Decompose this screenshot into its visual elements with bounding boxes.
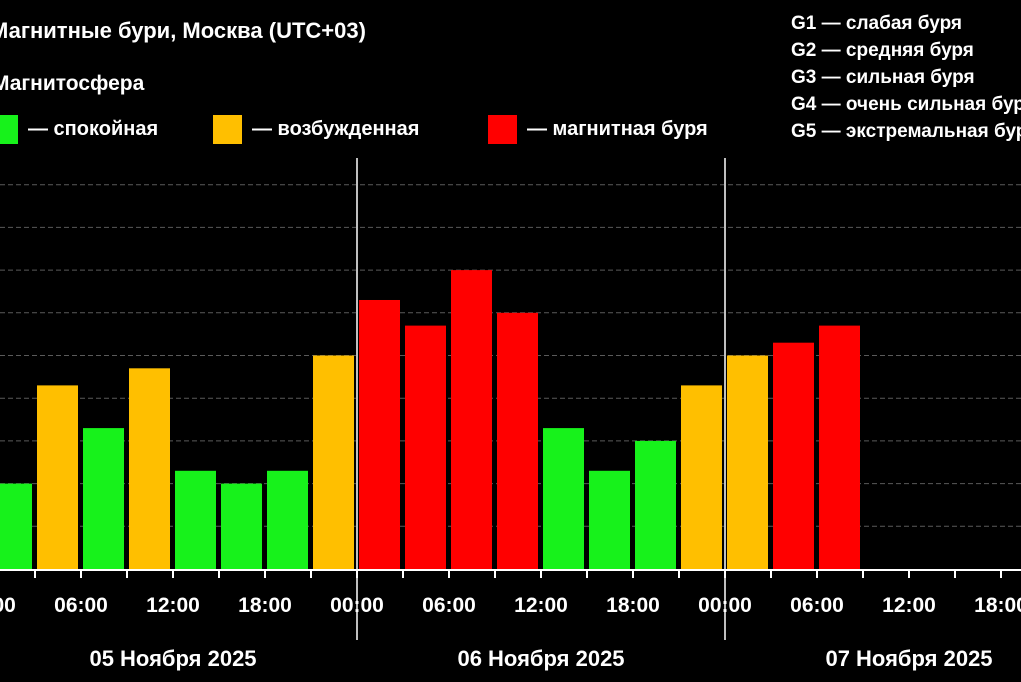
time-tick-label: 06:00 xyxy=(54,594,108,617)
bar-excited xyxy=(681,385,722,569)
bar-calm xyxy=(221,483,262,569)
time-tick-label: 00:00 xyxy=(698,594,752,617)
legend-excited: — возбужденная xyxy=(213,114,419,144)
bar-calm xyxy=(589,470,630,569)
bar-storm xyxy=(359,299,400,569)
bar-calm xyxy=(0,483,32,569)
bar-storm xyxy=(773,342,814,569)
magnetosphere-label: Магнитосфера xyxy=(0,72,145,95)
chart-title: Магнитные бури, Москва (UTC+03) xyxy=(0,18,366,43)
legend-storm-label: — магнитная буря xyxy=(527,117,708,140)
legend-excited-swatch xyxy=(213,114,242,144)
bar-calm xyxy=(175,470,216,569)
bar-storm xyxy=(405,325,446,569)
time-tick-label: 12:00 xyxy=(146,594,200,617)
time-tick-label: 18:00 xyxy=(606,594,660,617)
storm-level-g5: G5 — экстремальная буря xyxy=(791,121,1021,142)
bar-storm xyxy=(451,270,492,569)
bar-calm xyxy=(635,440,676,569)
date-label: 07 Ноября 2025 xyxy=(825,646,992,671)
storm-level-g4: G4 — очень сильная буря xyxy=(791,94,1021,115)
time-tick-label: 18:00 xyxy=(238,594,292,617)
bar-excited xyxy=(37,385,78,569)
time-tick-label: 18:00 xyxy=(974,594,1021,617)
legend-excited-label: — возбужденная xyxy=(252,117,420,140)
legend-calm-label: — спокойная xyxy=(28,117,159,140)
bar-calm xyxy=(267,470,308,569)
storm-level-legend: G1 — слабая буря G2 — средняя буря G3 — … xyxy=(791,10,1021,145)
time-tick-label: 00:00 xyxy=(330,594,384,617)
time-tick-label: 06:00 xyxy=(422,594,476,617)
storm-level-g1: G1 — слабая буря xyxy=(791,13,963,34)
storm-level-g3: G3 — сильная буря xyxy=(791,67,975,88)
time-tick-label: 06:00 xyxy=(790,594,844,617)
bar-storm xyxy=(497,312,538,569)
time-tick-label: 12:00 xyxy=(882,594,936,617)
legend-storm: — магнитная буря xyxy=(488,114,708,144)
legend-storm-swatch xyxy=(488,114,517,144)
date-label: 06 Ноября 2025 xyxy=(457,646,624,671)
legend-calm: — спокойная xyxy=(0,114,158,144)
legend-calm-swatch xyxy=(0,114,18,144)
bar-storm xyxy=(819,325,860,569)
bar-calm xyxy=(543,428,584,569)
bar-excited xyxy=(313,355,354,569)
time-tick-label: 00:00 xyxy=(0,594,16,617)
bar-excited xyxy=(727,355,768,569)
bar-calm xyxy=(83,428,124,569)
storm-level-g2: G2 — средняя буря xyxy=(791,40,974,61)
time-tick-label: 12:00 xyxy=(514,594,568,617)
date-label: 05 Ноября 2025 xyxy=(89,646,256,671)
bar-excited xyxy=(129,368,170,569)
